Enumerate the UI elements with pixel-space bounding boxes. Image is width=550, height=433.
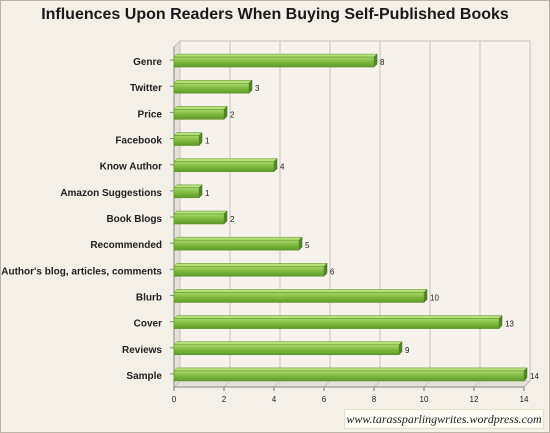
bar-value-label: 1 (205, 137, 210, 146)
category-label: Book Blogs (106, 214, 162, 225)
bar-value-label: 4 (280, 163, 285, 172)
x-tick-label: 8 (372, 395, 377, 404)
category-label: Reviews (122, 345, 162, 356)
bar (173, 239, 300, 251)
category-label: Cover (134, 319, 162, 330)
bar-top (173, 53, 378, 58)
bar-value-label: 13 (505, 320, 514, 329)
category-label: Facebook (115, 136, 162, 147)
category-label: Price (138, 109, 163, 120)
gridline-floor (323, 380, 331, 388)
plot-area: 0 2 4 6 8 10 12 148Genre3Twitter2Price1Facebook… (1, 39, 539, 404)
bar-value-label: 6 (330, 267, 335, 276)
category-label: Know Author (100, 162, 163, 173)
bar (173, 318, 500, 329)
gridline-floor (473, 380, 481, 388)
bar (173, 187, 200, 199)
category-label: Recommended (90, 240, 162, 251)
bar (173, 266, 325, 277)
gridline-floor (523, 380, 531, 388)
bar-value-label: 1 (205, 189, 210, 198)
bar-top (173, 367, 528, 372)
bar (173, 109, 225, 120)
x-tick-label: 0 (172, 395, 177, 404)
bar-top (173, 106, 228, 110)
bar-top (173, 158, 278, 162)
bar-top (173, 341, 403, 346)
bar-top (173, 236, 303, 241)
bar-top (173, 210, 228, 215)
bar (173, 292, 425, 303)
bar-value-label: 14 (530, 372, 539, 381)
bar-top (173, 184, 203, 189)
x-tick-label: 2 (222, 395, 227, 404)
x-tick-label: 12 (470, 395, 479, 404)
category-label: Blurb (136, 292, 162, 303)
x-tick-label: 6 (322, 395, 327, 404)
bar-value-label: 2 (230, 110, 235, 119)
category-label: Genre (133, 57, 162, 68)
x-tick-label: 14 (520, 395, 529, 404)
bar-value-label: 5 (305, 241, 310, 250)
bar (173, 370, 525, 382)
bar-top (173, 132, 203, 136)
category-label: Twitter (130, 83, 162, 94)
bar (173, 82, 250, 94)
watermark: www.tarassparlingwrites.wordpress.com (344, 409, 544, 429)
bar-value-label: 8 (380, 58, 385, 67)
bar-top (173, 263, 328, 267)
bar-top (173, 289, 428, 293)
gridline-floor (223, 380, 231, 388)
category-label: Sample (126, 371, 162, 382)
bar-value-label: 2 (230, 215, 235, 224)
bar-top (173, 79, 253, 84)
gridline-floor (423, 380, 431, 388)
category-label: Amazon Suggestions (60, 188, 162, 199)
bar-value-label: 9 (405, 346, 410, 355)
bar (173, 56, 375, 68)
bar (173, 135, 200, 146)
gridline-floor (273, 380, 281, 388)
bar-value-label: 10 (430, 293, 439, 302)
x-tick-label: 4 (272, 395, 277, 404)
chart-title: Influences Upon Readers When Buying Self… (41, 6, 509, 23)
category-label: Author's blog, articles, comments (1, 266, 162, 277)
gridline-floor (373, 380, 381, 388)
bar-top (173, 315, 503, 319)
bar (173, 161, 275, 172)
bar (173, 213, 225, 225)
bar-value-label: 3 (255, 84, 260, 93)
x-tick-label: 10 (420, 395, 429, 404)
bar (173, 344, 400, 356)
